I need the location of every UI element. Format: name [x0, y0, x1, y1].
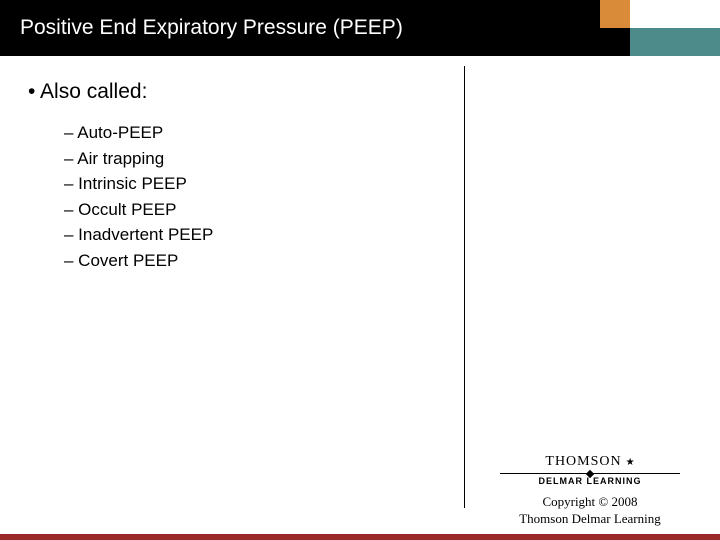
list-item: – Intrinsic PEEP: [64, 171, 692, 197]
vertical-divider: [464, 66, 465, 508]
accent-black-block: [600, 28, 630, 56]
list-item: – Inadvertent PEEP: [64, 222, 692, 248]
list-item: – Covert PEEP: [64, 248, 692, 274]
copyright-line1: Copyright © 2008: [480, 494, 700, 511]
bottom-stripe: [0, 534, 720, 540]
accent-bottom-row: [600, 28, 720, 56]
logo-top-row: THOMSON ★: [480, 454, 700, 470]
header-bar: Positive End Expiratory Pressure (PEEP): [0, 0, 720, 56]
main-bullet: • Also called:: [28, 80, 692, 104]
list-item: – Air trapping: [64, 146, 692, 172]
list-item: – Auto-PEEP: [64, 120, 692, 146]
list-item: – Occult PEEP: [64, 197, 692, 223]
slide-title: Positive End Expiratory Pressure (PEEP): [20, 16, 403, 40]
accent-teal-block: [630, 28, 720, 56]
star-icon: ★: [626, 457, 635, 468]
header-accent: [600, 0, 720, 56]
publisher-logo: THOMSON ★ DELMAR LEARNING: [480, 454, 700, 486]
accent-top-row: [600, 0, 720, 28]
copyright-line2: Thomson Delmar Learning: [480, 511, 700, 528]
brand-top-text: THOMSON: [545, 454, 621, 470]
content-area: • Also called: – Auto-PEEP – Air trappin…: [0, 56, 720, 273]
copyright-block: Copyright © 2008 Thomson Delmar Learning: [480, 494, 700, 528]
logo-divider: [500, 473, 680, 474]
sub-bullet-list: – Auto-PEEP – Air trapping – Intrinsic P…: [28, 120, 692, 273]
accent-white-block: [630, 0, 720, 28]
accent-orange-block: [600, 0, 630, 28]
